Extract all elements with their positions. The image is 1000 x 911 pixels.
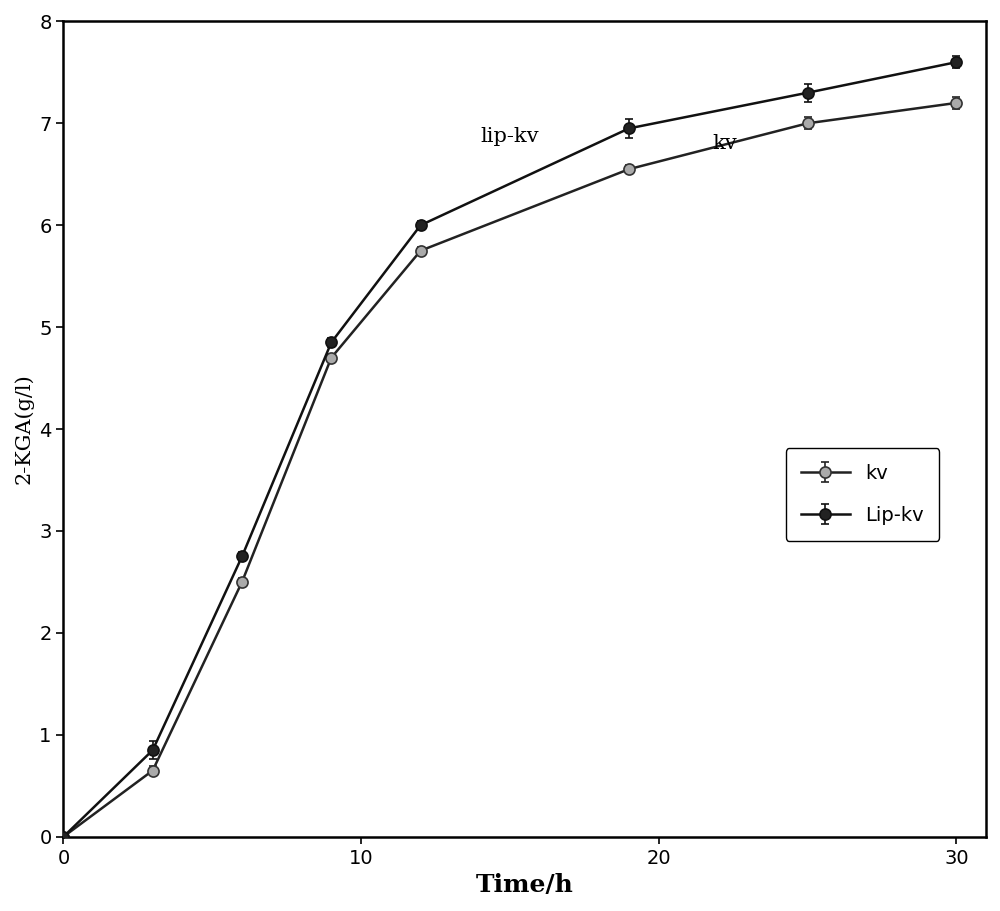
Text: kv: kv [712,134,737,153]
Y-axis label: 2-KGA(g/l): 2-KGA(g/l) [14,374,34,485]
Legend: kv, Lip-kv: kv, Lip-kv [786,448,939,540]
Text: lip-kv: lip-kv [480,127,539,146]
X-axis label: Time/h: Time/h [476,873,574,897]
